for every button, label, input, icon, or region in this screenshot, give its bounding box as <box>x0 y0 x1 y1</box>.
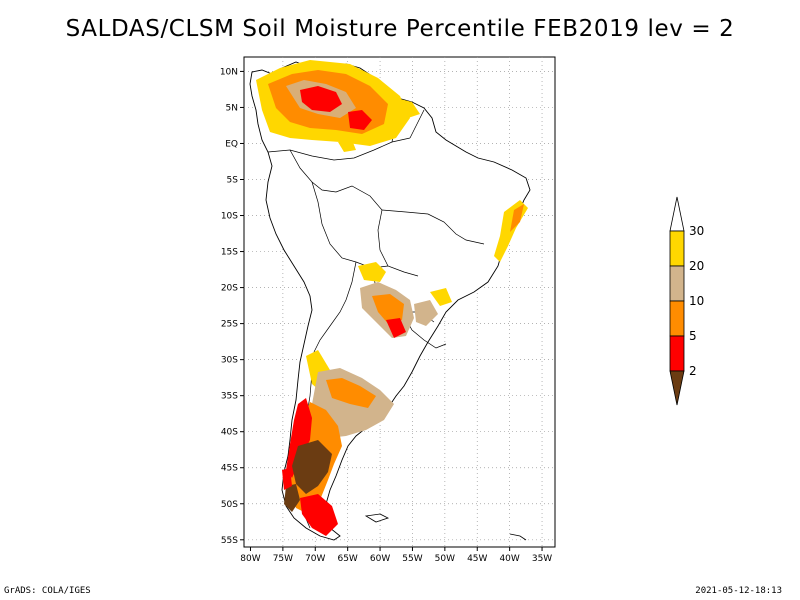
lon-tick-label: 35W <box>532 554 552 564</box>
lon-tick-label: 60W <box>370 554 390 564</box>
lon-tick-label: 50W <box>435 554 455 564</box>
lat-tick-label: 45S <box>221 464 238 474</box>
lat-tick-label: 30S <box>221 356 238 366</box>
colorbar-label-2: 2 <box>689 364 697 378</box>
lat-tick-label: EQ <box>225 139 238 149</box>
lat-tick-label: 25S <box>221 320 238 330</box>
colorbar-label-5: 5 <box>689 329 697 343</box>
lat-tick-label: 5N <box>226 103 238 113</box>
colorbar-label-10: 10 <box>689 294 704 308</box>
latitude-ticks: 10N 5N EQ 5S 10S 15S 20S 25S 30S 35S 40S 45S 50S 55S <box>220 67 244 546</box>
lat-tick-label: 10N <box>220 67 238 77</box>
lat-tick-label: 20S <box>221 284 238 294</box>
colorbar-label-20: 20 <box>689 259 704 273</box>
lat-tick-label: 35S <box>221 392 238 402</box>
lat-tick-label: 10S <box>221 212 238 222</box>
lon-tick-label: 65W <box>337 554 357 564</box>
lat-tick-label: 15S <box>221 248 238 258</box>
lat-tick-label: 50S <box>221 500 238 510</box>
falkland-islands <box>364 513 390 523</box>
colorbar-bottom-arrow <box>669 370 685 406</box>
lat-tick-label: 55S <box>221 536 238 546</box>
colorbar-segment-5-10 <box>669 300 685 337</box>
lon-tick-label: 40W <box>499 554 519 564</box>
longitude-ticks: 80W 75W 70W 65W 60W 55W 50W 45W 40W 35W <box>240 547 552 564</box>
colorbar-segment-20-30 <box>669 230 685 267</box>
lon-tick-label: 70W <box>305 554 325 564</box>
colorbar-segment-10-20 <box>669 265 685 302</box>
south-georgia <box>509 533 527 541</box>
footer-timestamp: 2021-05-12-18:13 <box>695 586 782 596</box>
footer-credit: GrADS: COLA/IGES <box>4 586 91 596</box>
lon-tick-label: 45W <box>467 554 487 564</box>
colorbar-segment-2-5 <box>669 335 685 372</box>
lat-tick-label: 5S <box>227 176 239 186</box>
lat-tick-label: 40S <box>221 428 238 438</box>
colorbar: 30 20 10 5 2 <box>669 196 704 406</box>
percentile-shading <box>256 60 528 536</box>
lon-tick-label: 55W <box>402 554 422 564</box>
lon-tick-label: 80W <box>240 554 260 564</box>
colorbar-top-arrow <box>669 196 685 232</box>
map-title: SALDAS/CLSM Soil Moisture Percentile FEB… <box>65 16 735 42</box>
lon-tick-label: 75W <box>273 554 293 564</box>
colorbar-label-30: 30 <box>689 224 704 238</box>
